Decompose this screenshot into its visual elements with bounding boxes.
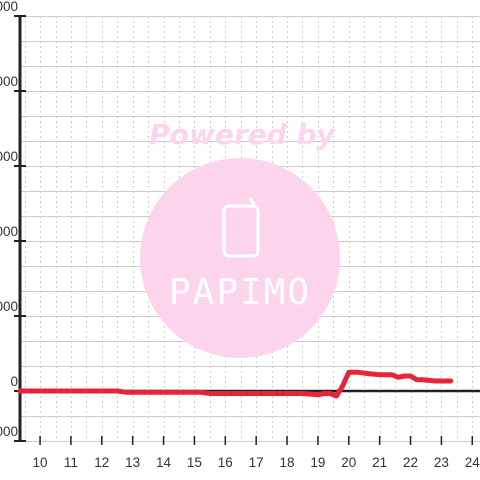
- x-tick-label: 19: [310, 455, 325, 470]
- grid: [20, 16, 480, 442]
- y-tick-label: 0: [10, 374, 18, 389]
- x-tick-label: 17: [249, 455, 264, 470]
- phone-icon: [222, 197, 260, 258]
- series-layer: [17, 369, 454, 399]
- watermark: Powered by PAPIMO: [140, 118, 340, 358]
- x-tick-label: 12: [94, 455, 109, 470]
- x-tick-label: 13: [125, 455, 140, 470]
- watermark-logo-text: PAPIMO: [169, 272, 311, 313]
- x-tick-label: 23: [434, 455, 449, 470]
- x-tick-label: 10: [33, 455, 48, 470]
- x-tick-label: 14: [156, 455, 172, 470]
- y-tick-label: 30,000: [0, 299, 18, 314]
- tick-labels: -20,000 0 30,000 60,000 90,000 120,000 150,000…: [0, 0, 480, 470]
- x-tick-label: 18: [280, 455, 295, 470]
- x-tick-label: 20: [341, 455, 356, 470]
- x-tick-label: 15: [187, 455, 202, 470]
- x-tick-label: 21: [372, 455, 387, 470]
- watermark-circle: [140, 158, 340, 358]
- watermark-tagline: Powered by: [149, 118, 336, 151]
- x-tick-label: 16: [218, 455, 233, 470]
- x-tick-label: 22: [403, 455, 418, 470]
- y-tick-label: 60,000: [0, 224, 18, 239]
- x-tick-label: 11: [64, 455, 78, 470]
- x-tick-label: 24: [465, 455, 480, 470]
- y-tick-label: 150,000: [0, 0, 18, 14]
- y-tick-label: 90,000: [0, 149, 18, 164]
- y-tick-label: -20,000: [0, 424, 18, 439]
- y-tick-label: 120,000: [0, 74, 18, 89]
- series-line: [17, 369, 454, 399]
